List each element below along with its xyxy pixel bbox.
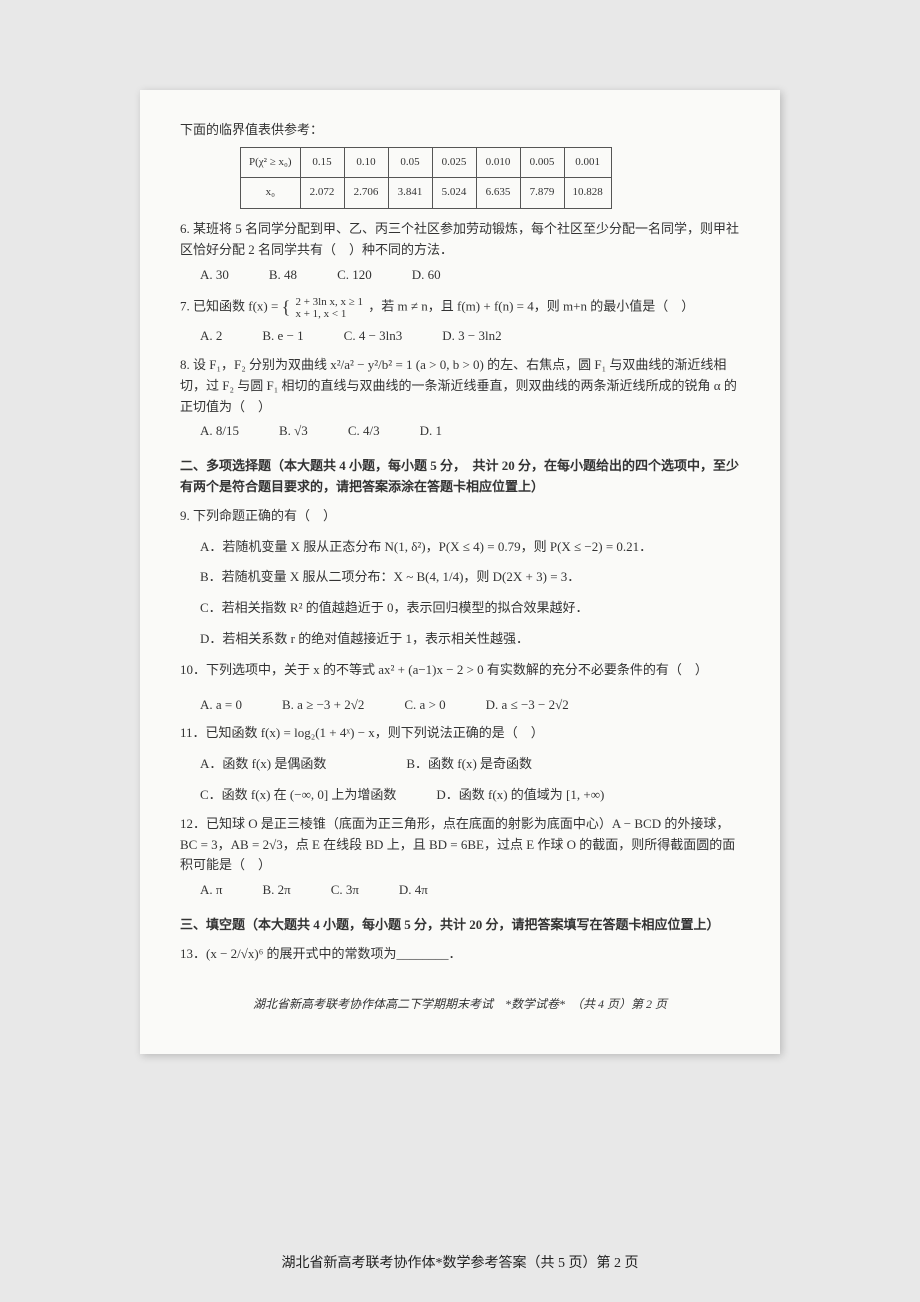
q10-optB: B. a ≥ −3 + 2√2 (282, 695, 364, 716)
table-header-x0: x₀ (241, 178, 301, 209)
q6-optC: C. 120 (337, 265, 372, 286)
section-2-title: 二、多项选择题（本大题共 4 小题，每小题 5 分， 共计 20 分，在每小题给… (180, 456, 740, 498)
q12-optA: A. π (200, 880, 222, 901)
q9-optA: A．若随机变量 X 服从正态分布 N(1, δ²)，P(X ≤ 4) = 0.7… (200, 537, 740, 558)
q10-optD: D. a ≤ −3 − 2√2 (486, 695, 569, 716)
table-cell: 5.024 (432, 178, 476, 209)
q7-optD: D. 3 − 3ln2 (442, 326, 501, 347)
table-cell: 6.635 (476, 178, 520, 209)
table-cell: 0.10 (344, 147, 388, 178)
table-cell: 7.879 (520, 178, 564, 209)
table-cell: 0.15 (300, 147, 344, 178)
question-7: 7. 已知函数 f(x) = { 2 + 3ln x, x ≥ 1 x + 1,… (180, 293, 740, 347)
question-13: 13．(x − 2/√x)⁶ 的展开式中的常数项为________． (180, 944, 740, 965)
q10-text: 10．下列选项中，关于 x 的不等式 ax² + (a−1)x − 2 > 0 … (180, 660, 740, 681)
question-10: 10．下列选项中，关于 x 的不等式 ax² + (a−1)x − 2 > 0 … (180, 660, 740, 716)
q7-piece2: x + 1, x < 1 (293, 308, 365, 320)
table-header-p: P(χ² ≥ x₀) (241, 147, 301, 178)
q6-text: 6. 某班将 5 名同学分配到甲、乙、丙三个社区参加劳动锻炼，每个社区至少分配一… (180, 219, 740, 261)
q12-optD: D. 4π (399, 880, 428, 901)
table-cell: 2.072 (300, 178, 344, 209)
q7-piece1: 2 + 3ln x, x ≥ 1 (293, 296, 365, 308)
q12-optB: B. 2π (262, 880, 290, 901)
table-cell: 3.841 (388, 178, 432, 209)
table-cell: 0.005 (520, 147, 564, 178)
question-11: 11．已知函数 f(x) = log₂(1 + 4ˣ) − x，则下列说法正确的… (180, 723, 740, 805)
q7-pre: 7. 已知函数 f(x) = (180, 299, 282, 314)
section-3-title: 三、填空题（本大题共 4 小题，每小题 5 分，共计 20 分，请把答案填写在答… (180, 915, 740, 936)
q11-optA: A．函数 f(x) 是偶函数 (200, 754, 326, 775)
q8-text: 8. 设 F₁，F₂ 分别为双曲线 x²/a² − y²/b² = 1 (a >… (180, 355, 740, 417)
inner-page-footer: 湖北省新高考联考协作体高二下学期期末考试 *数学试卷* （共 4 页）第 2 页 (180, 995, 740, 1014)
q7-optB: B. e − 1 (262, 326, 303, 347)
exam-page: 下面的临界值表供参考： P(χ² ≥ x₀) 0.15 0.10 0.05 0.… (140, 90, 780, 1054)
q9-optB: B．若随机变量 X 服从二项分布：X ~ B(4, 1/4)，则 D(2X + … (200, 567, 740, 588)
table-cell: 0.025 (432, 147, 476, 178)
table-intro: 下面的临界值表供参考： (180, 120, 740, 141)
q11-text: 11．已知函数 f(x) = log₂(1 + 4ˣ) − x，则下列说法正确的… (180, 723, 740, 744)
q9-text: 9. 下列命题正确的有（ ） (180, 506, 740, 527)
outer-page-footer: 湖北省新高考联考协作体*数学参考答案（共 5 页）第 2 页 (0, 1252, 920, 1272)
question-6: 6. 某班将 5 名同学分配到甲、乙、丙三个社区参加劳动锻炼，每个社区至少分配一… (180, 219, 740, 285)
q11-optB: B．函数 f(x) 是奇函数 (406, 754, 532, 775)
q7-mid: ，若 m ≠ n，且 f(m) + f(n) = 4，则 m+n 的最小值是（ … (368, 299, 694, 314)
q11-optD: D．函数 f(x) 的值域为 [1, +∞) (436, 785, 604, 806)
q9-optC: C．若相关指数 R² 的值越趋近于 0，表示回归模型的拟合效果越好． (200, 598, 740, 619)
table-cell: 0.05 (388, 147, 432, 178)
critical-value-table: P(χ² ≥ x₀) 0.15 0.10 0.05 0.025 0.010 0.… (240, 147, 740, 209)
q6-optD: D. 60 (412, 265, 441, 286)
q6-optA: A. 30 (200, 265, 229, 286)
q7-optA: A. 2 (200, 326, 222, 347)
q8-optB: B. √3 (279, 421, 308, 442)
q8-optA: A. 8/15 (200, 421, 239, 442)
q12-optC: C. 3π (331, 880, 359, 901)
table-cell: 10.828 (564, 178, 611, 209)
q12-text: 12．已知球 O 是正三棱锥（底面为正三角形，点在底面的射影为底面中心）A − … (180, 814, 740, 876)
table-cell: 0.001 (564, 147, 611, 178)
question-9: 9. 下列命题正确的有（ ） A．若随机变量 X 服从正态分布 N(1, δ²)… (180, 506, 740, 650)
q6-optB: B. 48 (269, 265, 297, 286)
q7-optC: C. 4 − 3ln3 (344, 326, 403, 347)
q9-optD: D．若相关系数 r 的绝对值越接近于 1，表示相关性越强． (200, 629, 740, 650)
q13-text: 13．(x − 2/√x)⁶ 的展开式中的常数项为________． (180, 944, 740, 965)
question-8: 8. 设 F₁，F₂ 分别为双曲线 x²/a² − y²/b² = 1 (a >… (180, 355, 740, 442)
q11-optC: C．函数 f(x) 在 (−∞, 0] 上为增函数 (200, 785, 396, 806)
q10-optA: A. a = 0 (200, 695, 242, 716)
table-cell: 0.010 (476, 147, 520, 178)
question-12: 12．已知球 O 是正三棱锥（底面为正三角形，点在底面的射影为底面中心）A − … (180, 814, 740, 901)
q8-optD: D. 1 (420, 421, 442, 442)
q10-optC: C. a > 0 (404, 695, 445, 716)
q8-optC: C. 4/3 (348, 421, 380, 442)
table-cell: 2.706 (344, 178, 388, 209)
